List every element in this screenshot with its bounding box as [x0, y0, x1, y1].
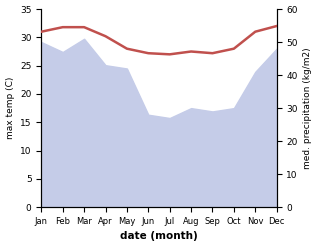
Y-axis label: max temp (C): max temp (C) [5, 77, 15, 139]
Y-axis label: med. precipitation (kg/m2): med. precipitation (kg/m2) [303, 47, 313, 169]
X-axis label: date (month): date (month) [120, 231, 198, 242]
